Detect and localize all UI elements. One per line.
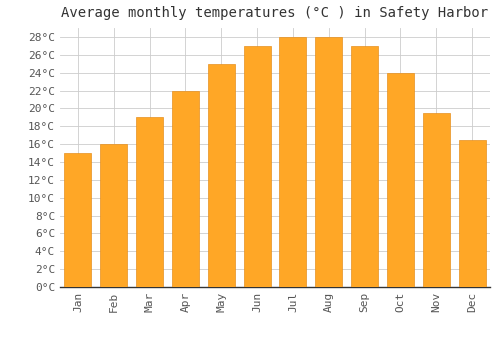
- Bar: [136, 117, 163, 287]
- Bar: [351, 46, 378, 287]
- Bar: [316, 37, 342, 287]
- Bar: [423, 113, 450, 287]
- Bar: [208, 64, 234, 287]
- Bar: [458, 140, 485, 287]
- Bar: [244, 46, 270, 287]
- Bar: [64, 153, 92, 287]
- Bar: [280, 37, 306, 287]
- Bar: [100, 144, 127, 287]
- Title: Average monthly temperatures (°C ) in Safety Harbor: Average monthly temperatures (°C ) in Sa…: [62, 6, 488, 20]
- Bar: [387, 73, 414, 287]
- Bar: [172, 91, 199, 287]
